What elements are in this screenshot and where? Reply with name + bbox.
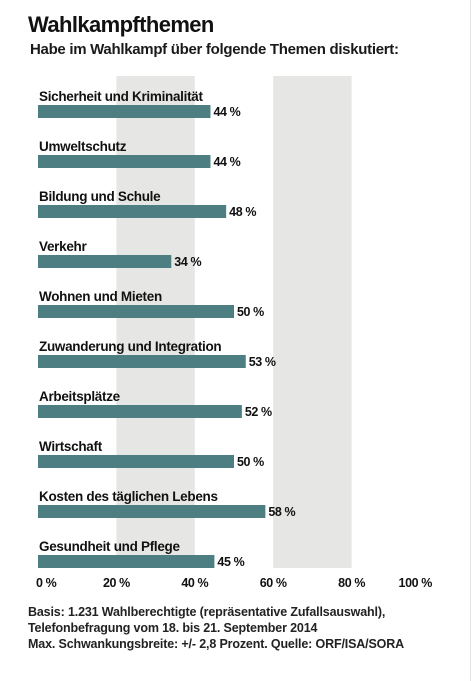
bar: [38, 505, 266, 518]
bar: [38, 255, 172, 268]
category-label: Umweltschutz: [39, 139, 127, 154]
value-label: 52 %: [245, 405, 272, 419]
footnote-line-1: Basis: 1.231 Wahlberechtigte (repräsenta…: [28, 605, 386, 619]
x-tick-label: 100 %: [399, 576, 433, 590]
chart-subtitle: Habe im Wahlkampf über folgende Themen d…: [30, 41, 399, 58]
value-label: 58 %: [268, 505, 295, 519]
x-tick-label: 0 %: [36, 576, 57, 590]
bar-chart: Sicherheit und Kriminalität 44 % Umweltsch…: [36, 76, 433, 590]
category-label: Wirtschaft: [39, 439, 103, 454]
category-label: Bildung und Schule: [39, 189, 161, 204]
category-label: Gesundheit und Pflege: [39, 539, 181, 554]
bar: [38, 305, 234, 318]
x-tick-label: 80 %: [338, 576, 365, 590]
footnote-line-2: Telefonbefragung vom 18. bis 21. Septemb…: [28, 621, 318, 635]
x-tick-label: 40 %: [181, 576, 208, 590]
grid-band: [273, 76, 352, 568]
category-label: Arbeitsplätze: [39, 389, 121, 404]
value-label: 34 %: [174, 255, 201, 269]
value-label: 50 %: [237, 455, 264, 469]
category-label: Verkehr: [39, 239, 87, 254]
bar: [38, 355, 246, 368]
chart-title: Wahlkampfthemen: [28, 12, 214, 37]
value-label: 48 %: [229, 205, 256, 219]
value-label: 53 %: [249, 355, 276, 369]
bar: [38, 205, 227, 218]
x-tick-label: 60 %: [260, 576, 287, 590]
footnote-line-3: Max. Schwankungsbreite: +/- 2,8 Prozent.…: [28, 637, 405, 651]
value-label: 44 %: [213, 105, 240, 119]
value-label: 50 %: [237, 305, 264, 319]
value-label: 44 %: [213, 155, 240, 169]
bar: [38, 405, 242, 418]
footnote: Basis: 1.231 Wahlberechtigte (repräsenta…: [28, 604, 404, 652]
category-label: Wohnen und Mieten: [39, 289, 162, 304]
category-label: Sicherheit und Kriminalität: [39, 89, 203, 104]
bar: [38, 105, 211, 118]
category-label: Zuwanderung und Integration: [39, 339, 221, 354]
value-label: 45 %: [217, 555, 244, 569]
x-tick-label: 20 %: [103, 576, 130, 590]
bar: [38, 155, 211, 168]
bar: [38, 555, 215, 568]
bar: [38, 455, 234, 468]
category-label: Kosten des täglichen Lebens: [39, 489, 218, 504]
